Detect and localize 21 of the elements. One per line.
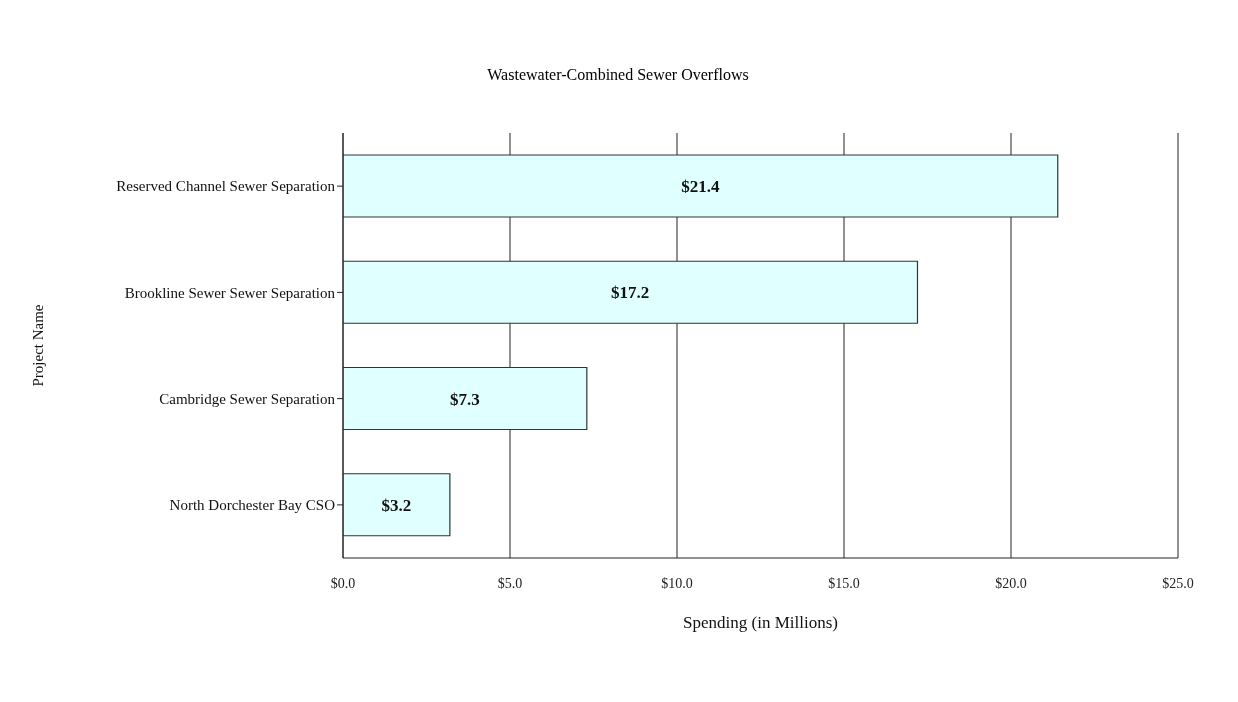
y-tick-label: Reserved Channel Sewer Separation [116, 178, 336, 195]
bar [343, 473, 451, 537]
x-axis-title: Spending (in Millions) [683, 613, 838, 632]
y-tick-label: Cambridge Sewer Separation [159, 390, 336, 407]
bar [343, 154, 1059, 218]
bar [343, 260, 919, 324]
x-tick-label: $20.0 [995, 575, 1027, 591]
data-label: $3.2 [381, 495, 412, 515]
y-tick-label: Brookline Sewer Sewer Separation [124, 284, 336, 301]
x-tick-label: $10.0 [661, 575, 693, 591]
x-tick-label: $25.0 [1162, 575, 1194, 591]
x-tick-label: $0.0 [330, 575, 356, 591]
y-axis-title: Project Name [30, 304, 47, 387]
y-tick-label: North Dorchester Bay CSO [169, 497, 336, 514]
x-tick-label: $15.0 [828, 575, 860, 591]
bar [343, 366, 588, 431]
data-label: $7.3 [450, 389, 480, 409]
data-label: $17.2 [611, 283, 650, 303]
data-label: $21.4 [681, 177, 721, 197]
chart-title: Wastewater-Combined Sewer Overflows [486, 66, 750, 84]
x-tick-label: $5.0 [497, 575, 523, 591]
